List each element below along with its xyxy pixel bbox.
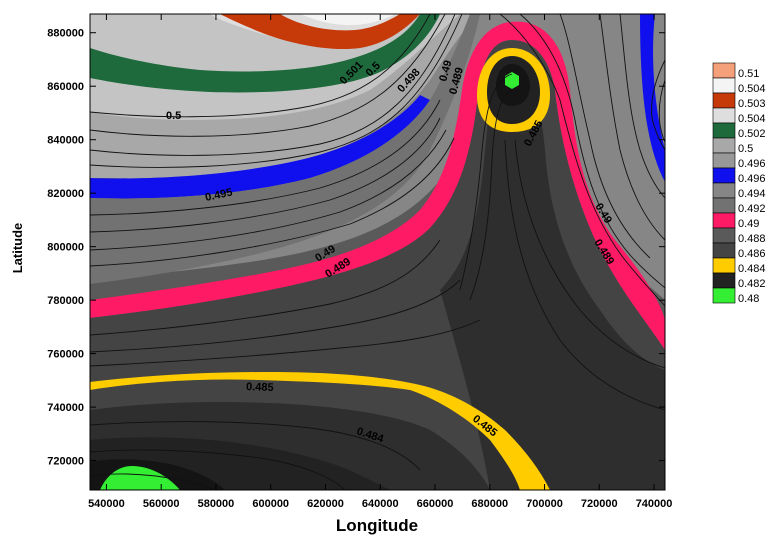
legend-label: 0.5 [738,143,753,155]
legend: 0.51 0.504 0.503 0.504 0.502 0.5 0.496 0.496 0.4… [712,62,766,305]
legend-swatch [712,152,736,169]
x-tick-label: 600000 [252,498,289,510]
y-tick-label: 720000 [47,456,84,468]
band-funnel [440,60,665,490]
legend-label: 0.494 [738,188,766,200]
y-tick-label: 760000 [47,349,84,361]
contour-label: 0.49 [437,59,454,83]
legend-label: 0.502 [738,128,766,140]
y-axis-label: Latitude [10,223,25,274]
legend-swatch [712,182,736,199]
legend-label: 0.51 [738,68,759,80]
legend-swatch [712,242,736,259]
contour-label: 0.485 [246,381,274,394]
plot-frame [89,13,666,491]
legend-label: 0.492 [738,203,766,215]
band-orange-red [220,14,420,50]
contour-label: 0.495 [204,186,233,203]
y-tick-label: 800000 [47,242,84,254]
legend-swatch [712,287,736,304]
legend-swatch [712,257,736,274]
x-tick-label: 620000 [307,498,344,510]
legend-swatch [712,137,736,154]
legend-swatch [712,122,736,139]
x-tick-label: 680000 [471,498,508,510]
legend-swatch [712,227,736,244]
contour-lines [90,14,665,490]
y-tick-label: 880000 [47,28,84,40]
y-tick-label: 740000 [47,402,84,414]
legend-label: 0.496 [738,173,766,185]
legend-swatch [712,272,736,289]
legend-label: 0.504 [738,83,766,95]
legend-swatch [712,92,736,109]
y-tick-label: 840000 [47,135,84,147]
legend-label: 0.488 [738,233,766,245]
legend-label: 0.504 [738,113,766,125]
contour-label: 0.5 [166,110,181,122]
y-tick-label: 780000 [47,295,84,307]
band-peak-green [505,72,519,89]
legend-swatch [712,62,736,79]
x-axis: 540000 560000 580000 600000 620000 640000 6600… [88,14,672,510]
legend-swatch [712,212,736,229]
legend-label: 0.496 [738,158,766,170]
y-tick-label: 860000 [47,81,84,93]
legend-label: 0.486 [738,248,766,260]
x-axis-label: Longitude [336,516,418,535]
band-darker [90,14,480,284]
legend-label: 0.484 [738,263,766,275]
x-tick-label: 540000 [88,498,125,510]
x-tick-label: 660000 [417,498,454,510]
band-green [90,14,440,93]
y-tick-label: 820000 [47,188,84,200]
legend-label: 0.503 [738,98,766,110]
band-lower-green [100,466,180,490]
legend-label: 0.48 [738,293,759,305]
band-blue [90,95,430,199]
legend-swatch [712,107,736,124]
x-tick-label: 700000 [526,498,563,510]
legend-label: 0.482 [738,278,766,290]
band-yellow-lower [90,372,550,490]
y-axis: 720000 740000 760000 780000 800000 820000 8400… [47,28,665,468]
x-tick-label: 560000 [143,498,180,510]
band-upper-white [300,14,395,25]
x-tick-label: 740000 [636,498,673,510]
x-tick-label: 640000 [362,498,399,510]
x-tick-label: 580000 [198,498,235,510]
legend-swatch [712,167,736,184]
contour-field: 0.5 0.501 0.5 0.498 0.495 0.49 0.489 0.4… [90,14,665,490]
x-tick-label: 720000 [581,498,618,510]
legend-swatch [712,77,736,94]
legend-swatch [712,197,736,214]
legend-label: 0.49 [738,218,759,230]
